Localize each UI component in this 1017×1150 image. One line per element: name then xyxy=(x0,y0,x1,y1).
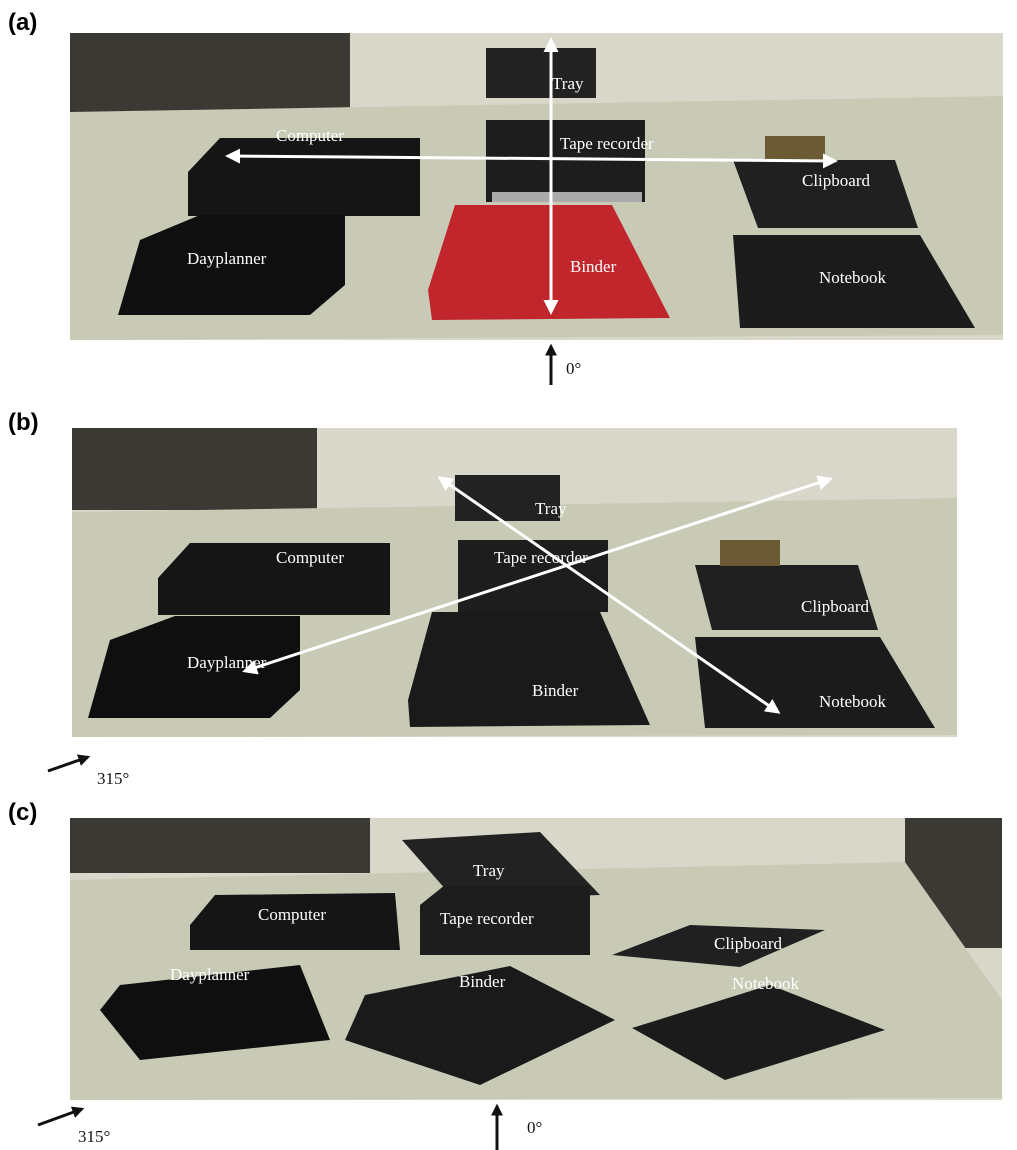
object-label: Tray xyxy=(473,861,505,880)
object-label: Binder xyxy=(570,257,617,276)
angle-label: 315° xyxy=(78,1127,110,1146)
object-label: Dayplanner xyxy=(187,249,267,268)
object-label: Computer xyxy=(258,905,326,924)
panel-a: (a) Tray Computer Tape recorder Clipboar… xyxy=(8,9,1003,385)
object-label: Dayplanner xyxy=(170,965,250,984)
object-label: Computer xyxy=(276,126,344,145)
object-label: Clipboard xyxy=(714,934,782,953)
panel-label: (c) xyxy=(8,799,37,826)
object-label: Clipboard xyxy=(802,171,870,190)
panel-b: (b) Tray Computer Tape recorder Clipboar… xyxy=(8,409,957,788)
angle-label: 315° xyxy=(97,769,129,788)
object-label: Tape recorder xyxy=(440,909,534,928)
panel-label: (b) xyxy=(8,409,39,436)
panel-label: (a) xyxy=(8,9,37,36)
object-label: Notebook xyxy=(819,692,887,711)
object-label: Computer xyxy=(276,548,344,567)
angle-label: 0° xyxy=(527,1118,542,1137)
object-label: Notebook xyxy=(819,268,887,287)
object-label: Notebook xyxy=(732,974,800,993)
object-label: Tray xyxy=(535,499,567,518)
object-label: Dayplanner xyxy=(187,653,267,672)
figure: (a) Tray Computer Tape recorder Clipboar… xyxy=(0,0,1017,1150)
object-label: Clipboard xyxy=(801,597,869,616)
panel-c: (c) Tray Computer Tape recorder Clipboar… xyxy=(8,799,1002,1150)
object-label: Tray xyxy=(552,74,584,93)
object-label: Binder xyxy=(459,972,506,991)
object-label: Binder xyxy=(532,681,579,700)
photo xyxy=(70,818,1002,1100)
object-label: Tape recorder xyxy=(560,134,654,153)
object-label: Tape recorder xyxy=(494,548,588,567)
angle-label: 0° xyxy=(566,359,581,378)
